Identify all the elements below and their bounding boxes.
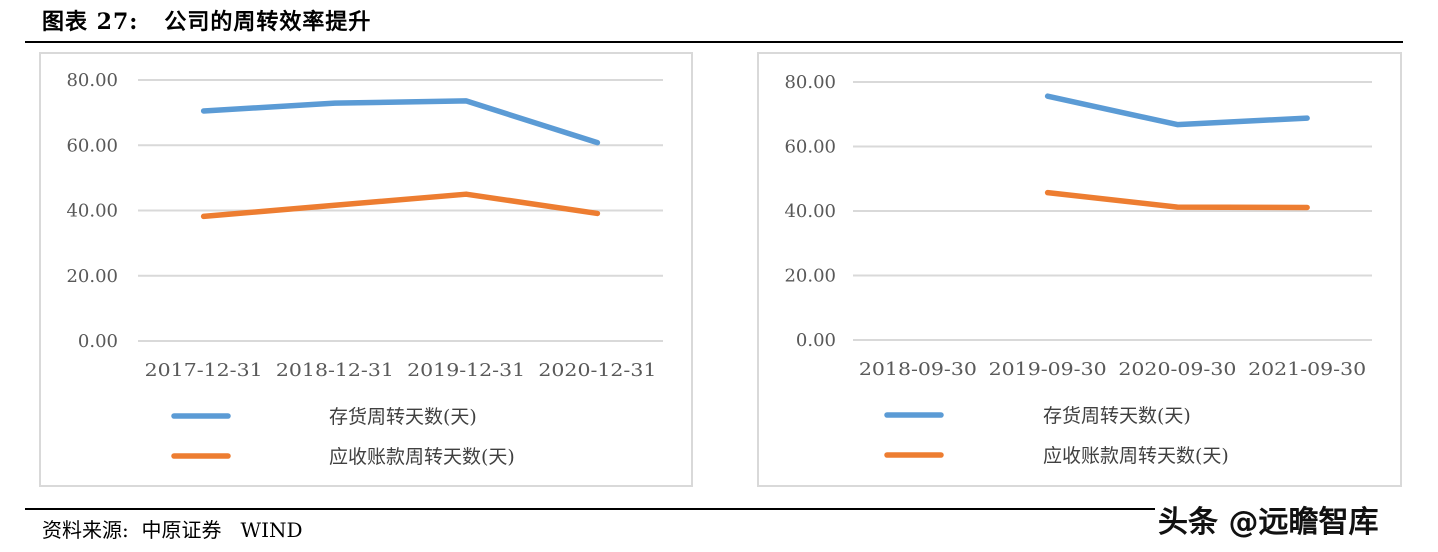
chart-panel-quarterly: 0.00 20.00 40.00 60.00 80.00 2018-09-30 2019-0… xyxy=(757,52,1402,487)
chart-panel-annual: 0.00 20.00 40.00 60.00 80.00 2017-12-31 2018-1… xyxy=(39,52,693,487)
y-tick-label: 60.00 xyxy=(784,137,836,158)
y-tick-label: 80.00 xyxy=(784,72,836,93)
legend-label: 存货周转天数(天) xyxy=(1043,405,1191,427)
legend-label: 应收账款周转天数(天) xyxy=(1043,445,1229,467)
y-tick-label: 0.00 xyxy=(78,331,118,352)
x-tick-label: 2019-09-30 xyxy=(989,359,1107,380)
y-tick-label: 60.00 xyxy=(66,135,118,156)
figure-title: 图表 27: 公司的周转效率提升 xyxy=(42,9,372,35)
y-tick-label: 0.00 xyxy=(796,330,836,351)
line-chart-quarterly: 0.00 20.00 40.00 60.00 80.00 2018-09-30 2019-0… xyxy=(784,72,1372,467)
x-tick-label: 2019-12-31 xyxy=(407,360,525,381)
x-tick-label: 2020-12-31 xyxy=(538,360,656,381)
source-note: 资料来源: 中原证券 WIND xyxy=(42,518,303,542)
y-tick-label: 40.00 xyxy=(66,201,118,222)
x-tick-label: 2018-09-30 xyxy=(859,359,977,380)
series-line-0 xyxy=(200,98,601,146)
x-tick-label: 2017-12-31 xyxy=(145,360,263,381)
header-rule xyxy=(25,41,1403,43)
y-tick-label: 20.00 xyxy=(66,266,118,287)
y-tick-label: 40.00 xyxy=(784,201,836,222)
watermark: 头条 @远瞻智库 xyxy=(1158,505,1379,540)
legend-label: 存货周转天数(天) xyxy=(329,406,477,428)
y-tick-label: 20.00 xyxy=(784,266,836,287)
y-tick-label: 80.00 xyxy=(66,70,118,91)
footer-rule xyxy=(25,508,1155,510)
series-line-0 xyxy=(1044,93,1310,128)
x-tick-label: 2018-12-31 xyxy=(276,360,394,381)
x-tick-label: 2021-09-30 xyxy=(1248,359,1366,380)
legend-label: 应收账款周转天数(天) xyxy=(329,446,515,468)
series-line-1 xyxy=(200,191,601,220)
series-line-1 xyxy=(1044,189,1310,211)
x-tick-label: 2020-09-30 xyxy=(1118,359,1236,380)
line-chart-annual: 0.00 20.00 40.00 60.00 80.00 2017-12-31 2018-1… xyxy=(66,70,663,468)
